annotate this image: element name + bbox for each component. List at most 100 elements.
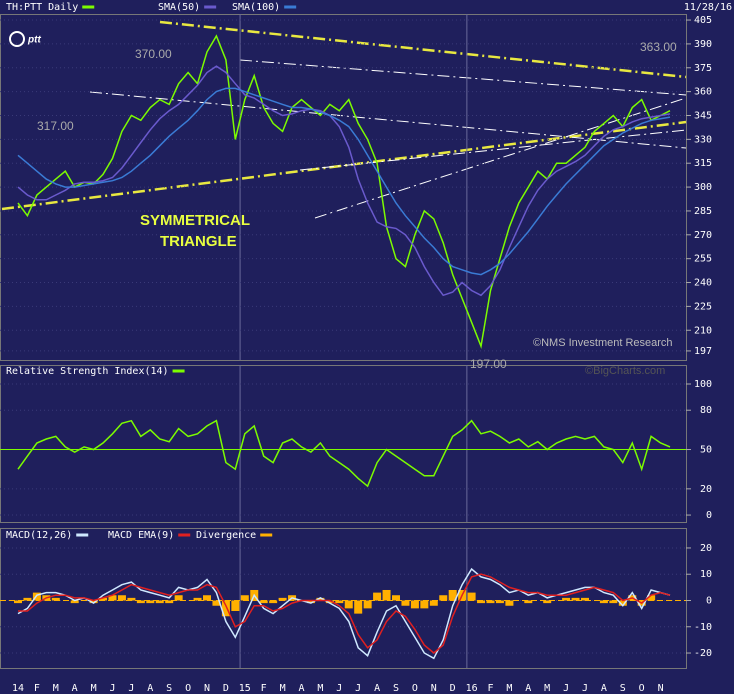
y-tick-label: 0: [706, 595, 712, 606]
x-tick-label: O: [185, 683, 191, 694]
y-tick-label: 240: [694, 278, 712, 289]
y-tick-label: 10: [700, 569, 712, 580]
legend-swatch: [76, 533, 89, 537]
divergence-bar: [599, 600, 608, 604]
legend-label: MACD EMA(9): [108, 530, 174, 541]
y-tick-label: 375: [694, 63, 712, 74]
divergence-bar: [562, 597, 571, 601]
annotation: 363.00: [640, 40, 677, 54]
legend-label: Divergence: [196, 530, 256, 541]
x-tick-label: F: [261, 683, 267, 694]
divergence-bar: [524, 600, 533, 604]
legend-label: SMA(50): [158, 2, 200, 13]
divergence-bar: [401, 600, 410, 606]
date-label: 11/28/16: [684, 2, 732, 13]
x-tick-label: F: [34, 683, 40, 694]
legend-swatch: [172, 369, 185, 373]
y-tick-label: 360: [694, 87, 712, 98]
y-tick-label: 20: [700, 484, 712, 495]
y-tick-label: 300: [694, 182, 712, 193]
x-tick-label: M: [506, 683, 512, 694]
y-tick-label: 345: [694, 110, 712, 121]
y-tick-label: 225: [694, 301, 712, 312]
annotation: TRIANGLE: [160, 233, 237, 250]
x-tick-label: F: [487, 683, 493, 694]
divergence-bar: [203, 595, 211, 601]
x-tick-label: A: [72, 683, 78, 694]
divergence-bar: [410, 600, 419, 609]
divergence-bar: [259, 600, 268, 604]
divergence-bar: [467, 592, 476, 601]
legend-swatch: [204, 5, 217, 9]
legend-swatch: [178, 533, 191, 537]
legend-swatch: [260, 533, 273, 537]
legend-swatch: [82, 5, 95, 9]
x-tick-label: N: [204, 683, 210, 694]
x-tick-label: A: [601, 683, 607, 694]
legend-label: MACD(12,26): [6, 530, 72, 541]
divergence-bar: [146, 600, 155, 604]
annotation: 370.00: [135, 47, 172, 61]
divergence-bar: [505, 600, 514, 606]
series-line: [17, 65, 671, 297]
divergence-bar: [127, 597, 136, 601]
legend-swatch: [284, 5, 297, 9]
x-tick-label: 14: [12, 683, 24, 694]
divergence-bar: [278, 597, 287, 601]
series-line: [17, 419, 671, 488]
divergence-bar: [108, 595, 117, 601]
y-tick-label: 390: [694, 39, 712, 50]
x-tick-label: S: [393, 683, 399, 694]
divergence-bar: [335, 600, 344, 604]
divergence-bar: [155, 600, 164, 604]
x-tick-label: A: [298, 683, 304, 694]
x-tick-label: A: [525, 683, 531, 694]
divergence-bar: [581, 597, 589, 601]
divergence-bar: [23, 597, 32, 601]
divergence-bar: [373, 592, 382, 601]
y-tick-label: -10: [694, 622, 712, 633]
annotation: ©NMS Investment Research: [533, 337, 673, 349]
legend-label: Relative Strength Index(14): [6, 366, 169, 377]
x-tick-label: S: [620, 683, 626, 694]
divergence-bar: [382, 589, 391, 601]
divergence-bar: [70, 600, 79, 604]
legend-label: TH:PTT Daily: [6, 2, 78, 13]
divergence-bar: [495, 600, 504, 604]
divergence-bar: [448, 589, 457, 601]
x-tick-label: J: [109, 683, 115, 694]
divergence-bar: [363, 600, 372, 609]
y-tick-label: 210: [694, 325, 712, 336]
x-tick-label: N: [658, 683, 664, 694]
divergence-bar: [486, 600, 495, 604]
divergence-bar: [429, 600, 438, 606]
divergence-bar: [221, 600, 230, 617]
divergence-bar: [477, 600, 486, 604]
divergence-bar: [212, 600, 221, 606]
y-tick-label: -20: [694, 648, 712, 659]
x-tick-label: M: [91, 683, 97, 694]
x-tick-label: D: [450, 683, 456, 694]
x-tick-label: O: [412, 683, 418, 694]
series-line: [17, 34, 671, 349]
series-line: [18, 573, 671, 654]
divergence-bar: [647, 595, 656, 601]
annotation: ©BigCharts.com: [585, 365, 665, 377]
x-tick-label: A: [374, 683, 380, 694]
y-tick-label: 285: [694, 206, 712, 217]
divergence-bar: [618, 600, 627, 606]
x-tick-label: 15: [239, 683, 251, 694]
y-tick-label: 100: [694, 379, 712, 390]
divergence-bar: [240, 595, 249, 601]
annotation: 317.00: [37, 119, 74, 133]
x-tick-label: M: [280, 683, 286, 694]
x-tick-label: M: [53, 683, 59, 694]
divergence-bar: [392, 595, 400, 601]
divergence-bar: [32, 592, 41, 601]
divergence-bar: [354, 600, 363, 614]
legend-label: SMA(100): [232, 2, 280, 13]
divergence-bar: [571, 597, 580, 601]
divergence-bar: [344, 600, 353, 609]
y-tick-label: 20: [700, 543, 712, 554]
